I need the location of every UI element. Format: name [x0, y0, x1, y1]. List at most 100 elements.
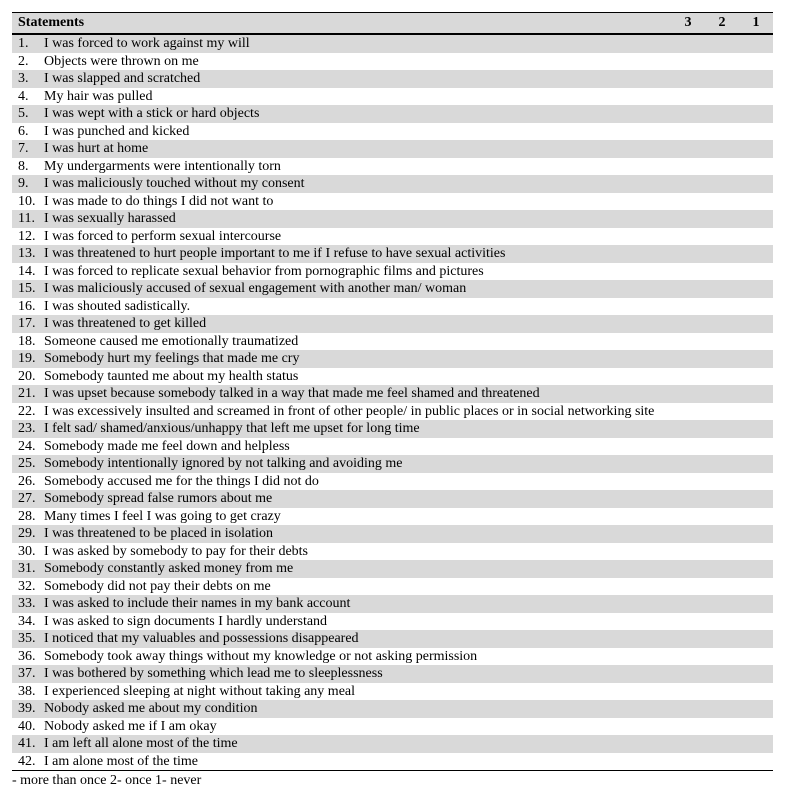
score-cell[interactable] — [671, 105, 705, 123]
score-cell[interactable] — [739, 88, 773, 106]
score-cell[interactable] — [705, 525, 739, 543]
score-cell[interactable] — [739, 455, 773, 473]
score-cell[interactable] — [671, 245, 705, 263]
score-cell[interactable] — [739, 613, 773, 631]
score-cell[interactable] — [705, 385, 739, 403]
score-cell[interactable] — [739, 578, 773, 596]
score-cell[interactable] — [739, 53, 773, 71]
score-cell[interactable] — [705, 683, 739, 701]
score-cell[interactable] — [739, 595, 773, 613]
score-cell[interactable] — [705, 368, 739, 386]
score-cell[interactable] — [671, 578, 705, 596]
score-cell[interactable] — [739, 683, 773, 701]
score-cell[interactable] — [739, 298, 773, 316]
score-cell[interactable] — [705, 403, 739, 421]
score-cell[interactable] — [705, 543, 739, 561]
score-cell[interactable] — [671, 140, 705, 158]
score-cell[interactable] — [705, 34, 739, 53]
score-cell[interactable] — [739, 508, 773, 526]
score-cell[interactable] — [705, 158, 739, 176]
score-cell[interactable] — [739, 420, 773, 438]
score-cell[interactable] — [739, 560, 773, 578]
score-cell[interactable] — [705, 508, 739, 526]
score-cell[interactable] — [671, 525, 705, 543]
score-cell[interactable] — [705, 245, 739, 263]
score-cell[interactable] — [739, 473, 773, 491]
score-cell[interactable] — [739, 718, 773, 736]
score-cell[interactable] — [705, 718, 739, 736]
score-cell[interactable] — [705, 228, 739, 246]
score-cell[interactable] — [739, 385, 773, 403]
score-cell[interactable] — [671, 735, 705, 753]
score-cell[interactable] — [671, 700, 705, 718]
score-cell[interactable] — [739, 175, 773, 193]
score-cell[interactable] — [671, 403, 705, 421]
score-cell[interactable] — [671, 263, 705, 281]
score-cell[interactable] — [705, 455, 739, 473]
score-cell[interactable] — [671, 385, 705, 403]
score-cell[interactable] — [705, 560, 739, 578]
score-cell[interactable] — [671, 210, 705, 228]
score-cell[interactable] — [671, 70, 705, 88]
score-cell[interactable] — [739, 665, 773, 683]
score-cell[interactable] — [705, 263, 739, 281]
score-cell[interactable] — [671, 630, 705, 648]
score-cell[interactable] — [705, 88, 739, 106]
score-cell[interactable] — [739, 140, 773, 158]
score-cell[interactable] — [671, 420, 705, 438]
score-cell[interactable] — [671, 613, 705, 631]
score-cell[interactable] — [671, 595, 705, 613]
score-cell[interactable] — [705, 613, 739, 631]
score-cell[interactable] — [739, 193, 773, 211]
score-cell[interactable] — [739, 263, 773, 281]
score-cell[interactable] — [671, 175, 705, 193]
score-cell[interactable] — [671, 560, 705, 578]
score-cell[interactable] — [739, 753, 773, 771]
score-cell[interactable] — [705, 140, 739, 158]
score-cell[interactable] — [739, 333, 773, 351]
score-cell[interactable] — [739, 368, 773, 386]
score-cell[interactable] — [739, 315, 773, 333]
score-cell[interactable] — [705, 648, 739, 666]
score-cell[interactable] — [739, 735, 773, 753]
score-cell[interactable] — [671, 753, 705, 771]
score-cell[interactable] — [739, 350, 773, 368]
score-cell[interactable] — [739, 245, 773, 263]
score-cell[interactable] — [671, 473, 705, 491]
score-cell[interactable] — [739, 403, 773, 421]
score-cell[interactable] — [739, 34, 773, 53]
score-cell[interactable] — [705, 735, 739, 753]
score-cell[interactable] — [671, 228, 705, 246]
score-cell[interactable] — [739, 648, 773, 666]
score-cell[interactable] — [739, 158, 773, 176]
score-cell[interactable] — [739, 210, 773, 228]
score-cell[interactable] — [705, 175, 739, 193]
score-cell[interactable] — [705, 753, 739, 771]
score-cell[interactable] — [671, 158, 705, 176]
score-cell[interactable] — [671, 490, 705, 508]
score-cell[interactable] — [671, 34, 705, 53]
score-cell[interactable] — [739, 543, 773, 561]
score-cell[interactable] — [671, 53, 705, 71]
score-cell[interactable] — [671, 315, 705, 333]
score-cell[interactable] — [671, 280, 705, 298]
score-cell[interactable] — [739, 490, 773, 508]
score-cell[interactable] — [705, 123, 739, 141]
score-cell[interactable] — [705, 280, 739, 298]
score-cell[interactable] — [705, 595, 739, 613]
score-cell[interactable] — [671, 333, 705, 351]
score-cell[interactable] — [705, 105, 739, 123]
score-cell[interactable] — [739, 630, 773, 648]
score-cell[interactable] — [671, 123, 705, 141]
score-cell[interactable] — [739, 123, 773, 141]
score-cell[interactable] — [705, 53, 739, 71]
score-cell[interactable] — [671, 438, 705, 456]
score-cell[interactable] — [671, 683, 705, 701]
score-cell[interactable] — [671, 350, 705, 368]
score-cell[interactable] — [739, 700, 773, 718]
score-cell[interactable] — [671, 455, 705, 473]
score-cell[interactable] — [739, 105, 773, 123]
score-cell[interactable] — [705, 438, 739, 456]
score-cell[interactable] — [705, 490, 739, 508]
score-cell[interactable] — [671, 88, 705, 106]
